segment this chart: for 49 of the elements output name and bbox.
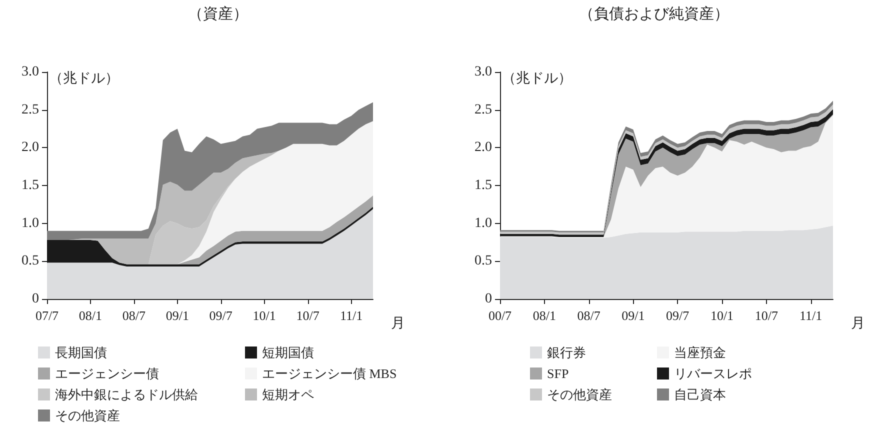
x-tick-label: 08/7 xyxy=(577,308,601,323)
legend-label: 自己資本 xyxy=(674,387,726,402)
x-tick-label: 08/1 xyxy=(532,308,556,323)
x-tick-label: 08/7 xyxy=(122,308,146,323)
x-tick-label: 00/7 xyxy=(488,308,512,323)
x-tick-label: 11/1 xyxy=(799,308,822,323)
y-axis-title: （兆ドル） xyxy=(49,70,119,86)
y-tick-label: 0.5 xyxy=(474,254,492,269)
legend-label: 当座預金 xyxy=(674,345,726,360)
y-tick-label: 2.5 xyxy=(22,102,39,118)
x-tick-label: 10/7 xyxy=(754,308,778,323)
legend-label: SFP xyxy=(547,366,569,381)
y-tick-label: 3.0 xyxy=(22,64,39,80)
x-tick-label: 11/1 xyxy=(340,308,363,323)
legend-label: その他資産 xyxy=(547,387,612,402)
y-tick-label: 1.0 xyxy=(22,216,39,231)
y-axis-title: （兆ドル） xyxy=(502,70,572,86)
x-tick-label: 09/7 xyxy=(666,308,690,323)
legend-label: 銀行券 xyxy=(547,345,586,360)
y-tick-label: 1.5 xyxy=(474,178,492,193)
x-tick-label: 08/1 xyxy=(78,308,102,323)
x-tick-label: 09/1 xyxy=(166,308,189,323)
y-tick-label: 2.5 xyxy=(474,102,492,118)
chart-title: （負債および純資産） xyxy=(579,6,729,22)
x-tick-label: 09/1 xyxy=(622,308,645,323)
y-tick-label: 1.5 xyxy=(22,178,39,193)
legend-label: 海外中銀によるドル供給 xyxy=(55,387,198,402)
y-tick-label: 3.0 xyxy=(474,64,492,80)
y-tick-label: 0 xyxy=(485,292,492,306)
y-tick-label: 0 xyxy=(32,292,39,306)
legend-label: エージェンシー債 xyxy=(55,366,159,381)
legend-label: 短期オペ xyxy=(262,387,314,402)
y-tick-label: 1.0 xyxy=(474,216,492,231)
legend-label: その他資産 xyxy=(55,408,120,423)
legend-label: 短期国債 xyxy=(262,345,314,360)
y-tick-label: 0.5 xyxy=(22,254,39,269)
x-tick-label: 10/1 xyxy=(710,308,734,323)
x-axis-title: 月 xyxy=(851,316,865,332)
x-tick-label: 07/7 xyxy=(35,308,60,323)
legend-label: エージェンシー債 MBS xyxy=(262,366,397,381)
x-tick-label: 09/7 xyxy=(209,308,233,323)
legend-label: リバースレポ xyxy=(674,366,752,381)
y-tick-label: 2.0 xyxy=(474,140,492,156)
x-tick-label: 10/7 xyxy=(296,308,320,323)
legend-label: 長期国債 xyxy=(55,345,107,360)
chart-title: （資産） xyxy=(188,6,248,22)
y-tick-label: 2.0 xyxy=(22,140,39,156)
x-tick-label: 10/1 xyxy=(252,308,276,323)
x-axis-title: 月 xyxy=(391,316,405,332)
